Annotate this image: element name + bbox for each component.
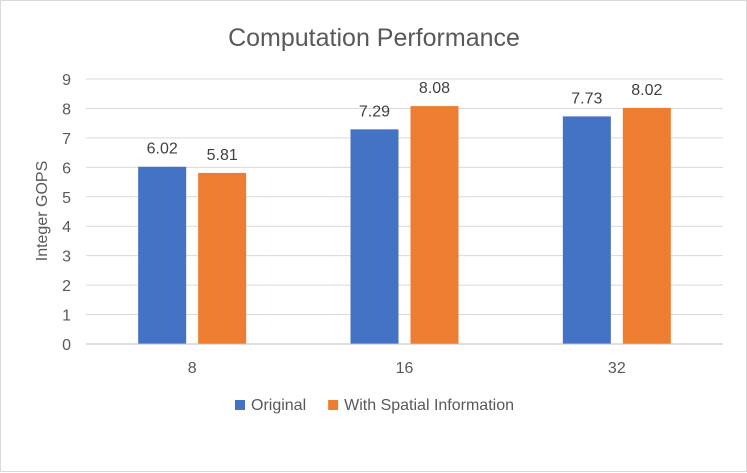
bar-spatial-information-16 — [410, 106, 459, 344]
chart-title: Computation Performance — [228, 24, 520, 52]
y-tick-label: 0 — [62, 337, 71, 354]
data-label: 8.02 — [631, 82, 662, 99]
x-tick-label: 16 — [396, 360, 414, 377]
legend-label: Original — [251, 397, 306, 414]
legend-label: With Spatial Information — [344, 397, 514, 414]
y-tick-label: 8 — [62, 101, 71, 118]
gridlines — [86, 78, 723, 316]
y-tick-label: 7 — [62, 131, 71, 148]
y-axis-ticks: 0 1 2 3 4 5 6 7 8 9 — [62, 72, 71, 354]
bar-spatial-information-32 — [622, 107, 671, 344]
bar-spatial-information-8 — [198, 172, 247, 344]
x-tick-label: 8 — [188, 360, 197, 377]
x-tick-label: 32 — [608, 360, 626, 377]
legend: Original With Spatial Information — [235, 397, 514, 414]
data-label: 7.29 — [359, 103, 390, 120]
y-tick-label: 1 — [62, 308, 71, 325]
data-label: 5.81 — [207, 147, 238, 164]
bar-original-32 — [562, 116, 611, 345]
bars — [138, 106, 671, 345]
x-axis-ticks: 8 16 32 — [188, 360, 626, 377]
y-tick-label: 9 — [62, 72, 71, 89]
data-labels: 6.02 5.81 7.29 8.08 7.73 8.02 — [147, 80, 663, 164]
bar-original-16 — [350, 129, 399, 344]
data-label: 7.73 — [571, 90, 602, 107]
legend-item-original: Original — [235, 397, 306, 414]
y-tick-label: 4 — [62, 219, 71, 236]
y-tick-label: 3 — [62, 249, 71, 266]
y-tick-label: 2 — [62, 278, 71, 295]
y-axis-label: Integer GOPS — [34, 161, 51, 262]
legend-item-spatial-information: With Spatial Information — [328, 397, 514, 414]
data-label: 6.02 — [147, 141, 178, 158]
y-tick-label: 6 — [62, 160, 71, 177]
bar-original-8 — [138, 166, 187, 344]
y-tick-label: 5 — [62, 190, 71, 207]
legend-swatch — [235, 400, 245, 410]
data-label: 8.08 — [419, 80, 450, 97]
legend-swatch — [328, 400, 339, 410]
